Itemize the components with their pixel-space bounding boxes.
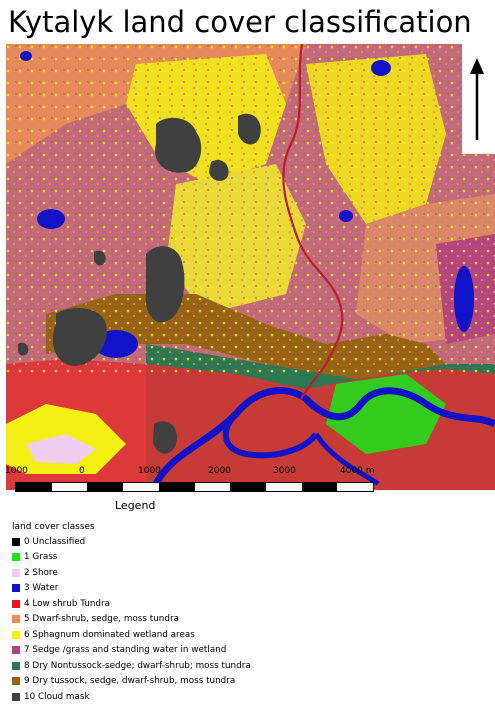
scale-label: 3000 — [273, 466, 296, 476]
legend-subtitle: land cover classes — [12, 522, 95, 532]
legend-label: 4 Low shrub Tundra — [24, 598, 111, 609]
legend-swatch — [12, 615, 20, 624]
scale-segment — [16, 483, 52, 491]
cloud-mask — [18, 342, 29, 356]
legend-label: 7 Sedge /grass and standing water in wet… — [24, 645, 227, 656]
legend-item: 7 Sedge /grass and standing water in wet… — [12, 643, 251, 659]
scale-segment — [230, 483, 266, 491]
map-texture-east — [462, 154, 495, 374]
legend-heading: Legend — [115, 499, 156, 512]
cloud-mask — [209, 159, 229, 181]
legend-item: 6 Sphagnum dominated wetland areas — [12, 627, 251, 643]
scale-label: 2000 — [208, 466, 231, 476]
north-arrow-icon — [462, 52, 492, 144]
legend-item: 10 Cloud mask — [12, 689, 251, 705]
river-channel-south — [313, 432, 380, 486]
legend-swatch — [12, 661, 20, 670]
lake — [371, 60, 391, 76]
legend-label: 1 Grass — [24, 552, 58, 563]
river — [152, 387, 495, 486]
map-title: Kytalyk land cover classification — [8, 5, 472, 39]
legend-item: 9 Dry tussock, sedge, dwarf-shrub, moss … — [12, 674, 251, 690]
land-cover-map[interactable] — [6, 44, 495, 490]
legend-item: 2 Shore — [12, 565, 251, 581]
legend-list: 0 Unclassified 1 Grass 2 Shore 3 Water 4 Low… — [12, 534, 251, 705]
legend-swatch — [12, 584, 20, 593]
scale-segment — [194, 483, 231, 491]
legend-item: 4 Low shrub Tundra — [12, 596, 251, 612]
cloud-mask — [155, 117, 202, 173]
scale-label: 1000 — [5, 466, 28, 476]
cloud-mask — [52, 308, 107, 366]
lake — [454, 266, 474, 332]
river-loop — [222, 411, 319, 459]
legend-swatch — [12, 692, 20, 701]
legend-item: 3 Water — [12, 581, 251, 597]
legend-label: 2 Shore — [24, 567, 58, 578]
scale-segment — [158, 483, 195, 491]
legend-item: 0 Unclassified — [12, 534, 251, 550]
legend-item: 8 Dry Nontussock-sedge; dwarf-shrub; mos… — [12, 658, 251, 674]
legend-swatch — [12, 568, 20, 577]
lake — [20, 51, 32, 61]
scale-labels: 1000 0 1000 2000 3000 4000 m — [0, 466, 495, 480]
scale-label: 1000 — [138, 466, 161, 476]
legend-swatch — [12, 630, 20, 639]
shore-patches — [26, 434, 96, 464]
legend-label: 0 Unclassified — [24, 536, 86, 547]
legend-label: 10 Cloud mask — [24, 691, 90, 702]
legend-item: 5 Dwarf-shrub, sedge, moss tundra — [12, 612, 251, 628]
stream — [282, 44, 344, 400]
scale-label: 4000 m — [340, 466, 375, 476]
legend-label: 5 Dwarf-shrub, sedge, moss tundra — [24, 614, 179, 625]
scale-segment — [265, 483, 302, 491]
legend-swatch — [12, 537, 20, 546]
legend-swatch — [12, 599, 20, 608]
scale-label: 0 — [79, 466, 85, 476]
cloud-mask — [145, 246, 185, 323]
legend-label: 3 Water — [24, 583, 59, 594]
cloud-mask — [238, 113, 261, 145]
legend-swatch — [12, 553, 20, 562]
legend-swatch — [12, 646, 20, 655]
scale-segment — [87, 483, 124, 491]
scale-segment — [301, 483, 338, 491]
cloud-mask — [94, 250, 106, 266]
legend-swatch — [12, 677, 20, 686]
scale-bar — [15, 482, 374, 492]
scale-segment — [123, 483, 159, 491]
legend-label: 8 Dry Nontussock-sedge; dwarf-shrub; mos… — [24, 660, 251, 671]
legend-label: 9 Dry tussock, sedge, dwarf-shrub, moss … — [24, 676, 236, 687]
cloud-mask — [153, 421, 177, 454]
lake — [37, 209, 65, 229]
scale-segment — [51, 483, 88, 491]
legend-item: 1 Grass — [12, 550, 251, 566]
lake — [339, 210, 353, 222]
scale-segment — [337, 483, 374, 491]
legend-label: 6 Sphagnum dominated wetland areas — [24, 629, 195, 640]
